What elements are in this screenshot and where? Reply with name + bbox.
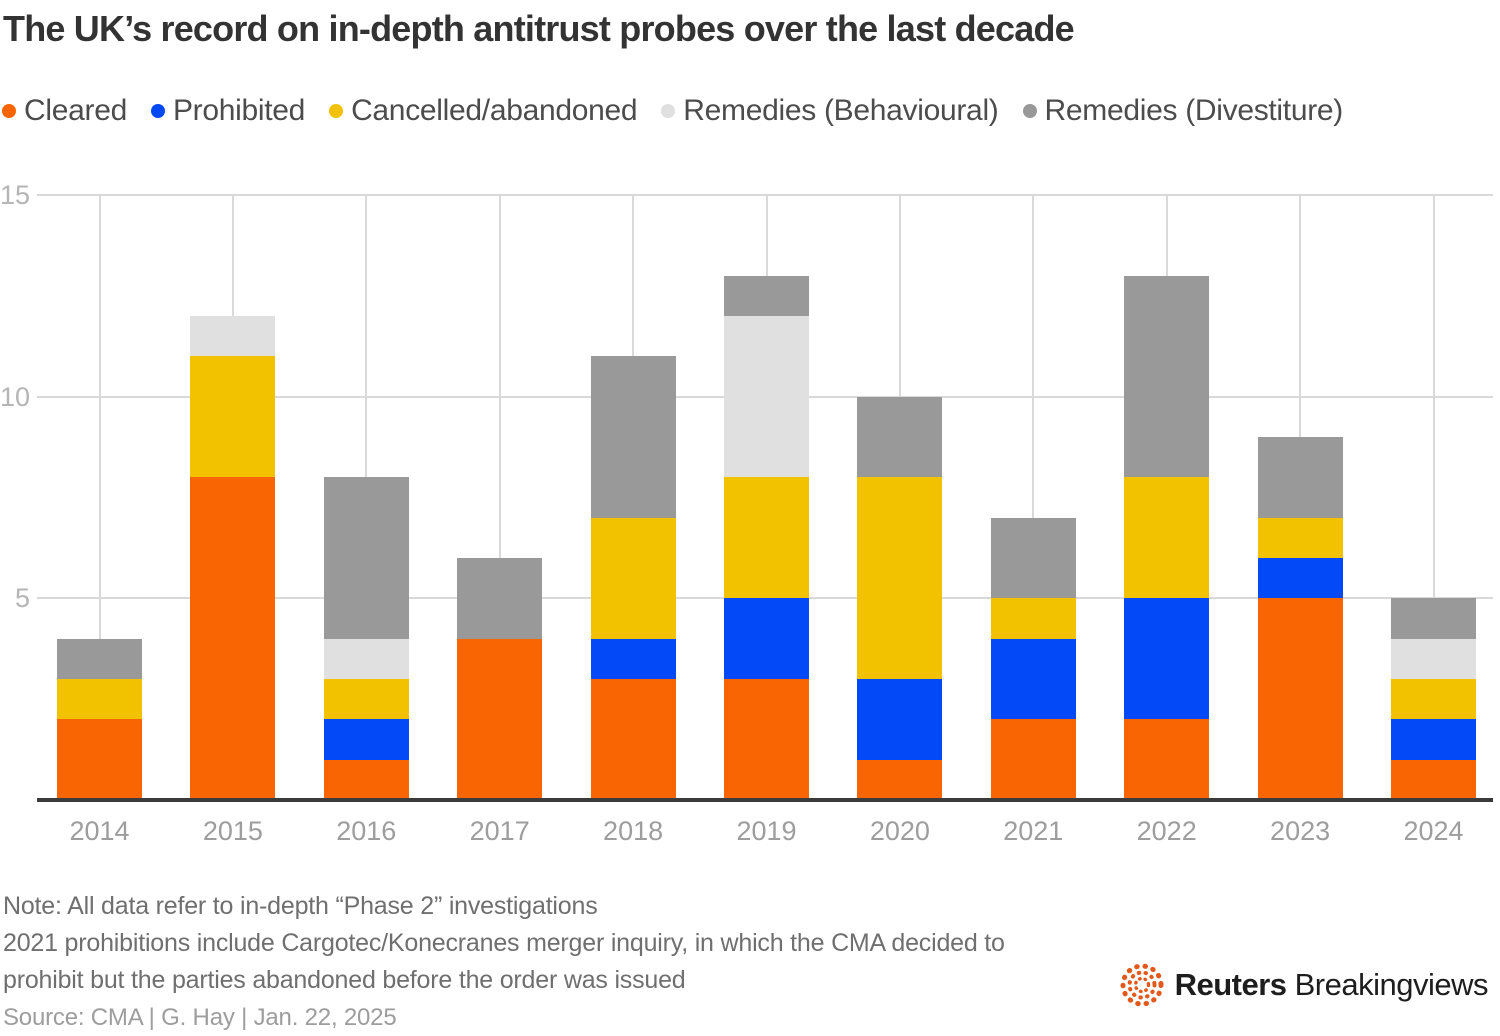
bar-segment-2016-prohibited (323, 719, 409, 760)
x-axis-tick-label: 2019 (736, 816, 797, 846)
bar-segment-2020-cancelled-abandoned (857, 477, 943, 679)
note-block: Note: All data refer to in-depth “Phase … (3, 888, 1005, 999)
gridline-x-2024 (1432, 195, 1435, 800)
bar-segment-2022-cancelled-abandoned (1124, 477, 1210, 599)
legend-item-remedies-behavioural: Remedies (Behavioural) (661, 94, 999, 128)
source-text: Source: CMA | G. Hay | Jan. 22, 2025 (3, 1004, 397, 1031)
x-axis-tick-label: 2014 (69, 816, 130, 846)
legend-label: Prohibited (172, 94, 306, 127)
bar-segment-2017-cleared (457, 638, 543, 800)
bar-segment-2018-prohibited (590, 638, 676, 679)
bar-segment-2020-remedies-divestiture (857, 396, 943, 478)
x-axis-tick-label: 2022 (1136, 816, 1197, 846)
chart-title: The UK’s record on in-depth antitrust pr… (3, 8, 1075, 49)
bar-segment-2018-cleared (590, 679, 676, 800)
legend-dot-cleared-icon (2, 104, 16, 118)
gridline-x-2017 (498, 195, 501, 800)
note-line-2: 2021 prohibitions include Cargotec/Konec… (3, 929, 1005, 957)
y-axis-tick-label: 5 (14, 583, 30, 614)
reuters-breakingviews-logo: Reuters Breakingviews (1119, 962, 1489, 1008)
bar-segment-2024-remedies-behavioural (1391, 638, 1476, 679)
orb-ring (1133, 976, 1150, 994)
bar-segment-2019-cancelled-abandoned (724, 477, 809, 599)
bar-segment-2015-cancelled-abandoned (190, 356, 276, 478)
bar-segment-2019-remedies-behavioural (724, 316, 809, 478)
x-axis-tick-label: 2021 (1003, 816, 1064, 846)
note-line-1: Note: All data refer to in-depth “Phase … (3, 892, 598, 920)
orb-ring (1127, 970, 1157, 1000)
logo-brand: Reuters (1174, 967, 1287, 1002)
bar-segment-2023-cancelled-abandoned (1257, 517, 1343, 558)
bar-segment-2022-prohibited (1124, 598, 1210, 720)
x-axis-tick-label: 2017 (469, 816, 530, 846)
bar-segment-2024-cleared (1391, 759, 1476, 800)
x-axis-line (37, 798, 1493, 802)
bar-segment-2019-remedies-divestiture (724, 275, 809, 316)
bar-segment-2014-remedies-divestiture (57, 638, 142, 679)
bar-segment-2020-prohibited (857, 679, 943, 760)
bar-segment-2021-cleared (990, 719, 1076, 800)
y-axis-tick-label: 15 (0, 180, 31, 210)
legend-label: Remedies (Behavioural) (683, 94, 999, 127)
x-axis-tick-label: 2016 (336, 816, 397, 846)
legend-dot-remedies-divestiture-icon (1022, 104, 1037, 118)
legend-label: Remedies (Divestiture) (1044, 94, 1344, 127)
gridline-y-15 (37, 194, 1493, 196)
bar-segment-2016-cancelled-abandoned (323, 679, 409, 720)
bar-segment-2019-cleared (724, 679, 809, 800)
bar-segment-2018-remedies-divestiture (590, 356, 676, 518)
legend: Cleared Prohibited Cancelled/abandoned Reme… (2, 94, 1492, 128)
logo-suffix: Breakingviews (1294, 967, 1489, 1002)
x-axis-tick-label: 2023 (1270, 816, 1331, 846)
bar-segment-2021-cancelled-abandoned (990, 598, 1076, 639)
bar-segment-2022-cleared (1124, 719, 1210, 800)
legend-item-remedies-divestiture: Remedies (Divestiture) (1022, 94, 1344, 128)
bar-segment-2014-cleared (57, 719, 142, 800)
legend-dot-cancelled-abandoned-icon (329, 104, 344, 118)
bar-segment-2015-remedies-behavioural (190, 316, 276, 357)
bar-segment-2015-cleared (190, 477, 276, 800)
bar-segment-2021-remedies-divestiture (990, 517, 1076, 599)
bar-segment-2020-cleared (857, 759, 943, 800)
legend-item-cleared: Cleared (2, 94, 127, 128)
bar-segment-2014-cancelled-abandoned (57, 679, 142, 720)
bar-segment-2023-remedies-divestiture (1257, 437, 1343, 518)
y-axis-tick-label: 10 (0, 381, 31, 412)
bar-segment-2022-remedies-divestiture (1124, 275, 1210, 478)
bar-segment-2016-cleared (323, 759, 409, 800)
legend-dot-prohibited-icon (150, 104, 165, 118)
gridline-x-2021 (1032, 195, 1035, 800)
plot-area: 5 10 15 2014 2015 2016 2017 2018 2019 2020 2021 202… (0, 180, 1500, 846)
bar-segment-2024-remedies-divestiture (1391, 598, 1476, 639)
x-axis-tick-label: 2020 (869, 816, 930, 846)
legend-item-cancelled-abandoned: Cancelled/abandoned (329, 94, 638, 128)
bar-segment-2019-prohibited (724, 598, 809, 679)
x-axis-tick-label: 2015 (202, 816, 263, 846)
bar-segment-2016-remedies-behavioural (323, 638, 409, 679)
bar-segment-2023-prohibited (1257, 558, 1343, 599)
x-axis-tick-label: 2024 (1403, 816, 1464, 846)
legend-label: Cancelled/abandoned (351, 94, 638, 127)
note-line-3: prohibit but the parties abandoned befor… (3, 966, 686, 994)
bar-segment-2017-remedies-divestiture (457, 558, 543, 639)
gridline-x-2014 (98, 195, 101, 800)
orb-ring (1120, 963, 1164, 1007)
logo-text: Reuters Breakingviews (1174, 967, 1489, 1003)
legend-item-prohibited: Prohibited (150, 94, 306, 128)
x-axis-tick-label: 2018 (603, 816, 664, 846)
bar-segment-2021-prohibited (990, 638, 1076, 720)
legend-label: Cleared (24, 94, 127, 127)
bar-segment-2018-cancelled-abandoned (590, 517, 676, 639)
bar-segment-2023-cleared (1257, 598, 1343, 800)
bar-segment-2024-prohibited (1391, 719, 1476, 760)
bar-segment-2016-remedies-divestiture (323, 477, 409, 639)
reuters-orb-icon (1120, 963, 1164, 1007)
legend-dot-remedies-behavioural-icon (661, 104, 676, 118)
bar-segment-2024-cancelled-abandoned (1391, 679, 1476, 720)
